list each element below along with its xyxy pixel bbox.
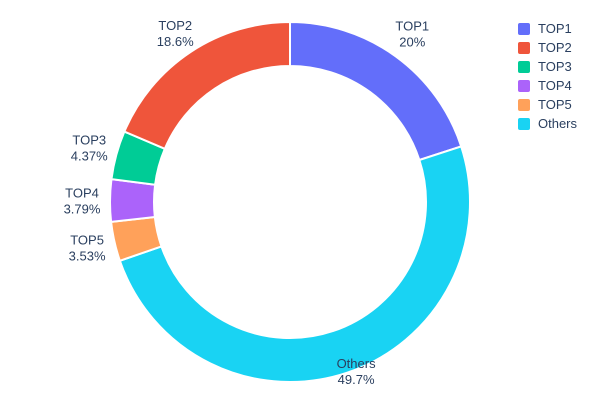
legend-item-top4[interactable]: TOP4 — [518, 79, 577, 93]
legend-label-top3: TOP3 — [538, 59, 572, 74]
legend-label-others: Others — [538, 116, 578, 131]
legend-label-top2: TOP2 — [538, 40, 572, 55]
slice-label-top5: TOP5 3.53% — [69, 233, 106, 264]
legend-swatch-top5 — [518, 99, 530, 111]
legend-item-top5[interactable]: TOP5 — [518, 98, 577, 112]
slice-label-top4: TOP4 3.79% — [64, 185, 101, 216]
slice-label-top1: TOP1 20% — [395, 19, 429, 50]
slice-top1[interactable] — [289, 20, 463, 162]
legend-swatch-top4 — [518, 80, 530, 92]
legend-label-top1: TOP1 — [538, 21, 572, 36]
slice-top4[interactable] — [109, 178, 157, 223]
slice-others[interactable] — [118, 145, 471, 383]
legend-item-top3[interactable]: TOP3 — [518, 60, 577, 74]
legend-swatch-others — [518, 118, 530, 130]
slice-top2[interactable] — [123, 20, 291, 151]
slice-label-others: Others 49.7% — [337, 356, 377, 387]
chart-legend: TOP1 TOP2 TOP3 TOP4 TOP5 Others — [518, 22, 577, 131]
legend-item-top2[interactable]: TOP2 — [518, 41, 577, 55]
legend-swatch-top2 — [518, 42, 530, 54]
legend-swatch-top1 — [518, 23, 530, 35]
slice-label-top2: TOP2 18.6% — [157, 18, 194, 49]
legend-swatch-top3 — [518, 61, 530, 73]
legend-item-others[interactable]: Others — [518, 117, 577, 131]
slice-label-top3: TOP3 4.37% — [71, 133, 108, 164]
legend-item-top1[interactable]: TOP1 — [518, 22, 577, 36]
legend-label-top4: TOP4 — [538, 78, 572, 93]
legend-label-top5: TOP5 — [538, 97, 572, 112]
